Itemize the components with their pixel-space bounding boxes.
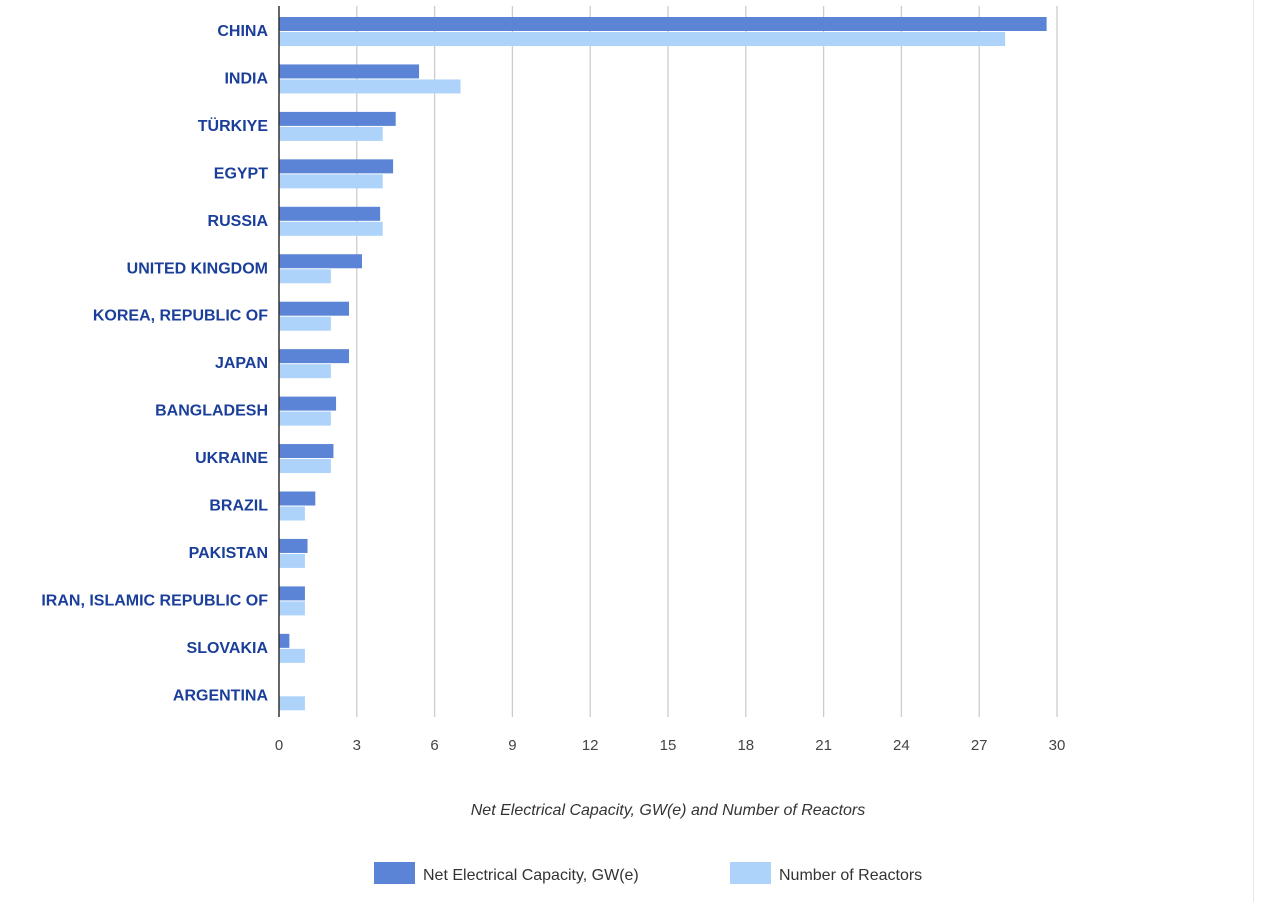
bar-number-of-reactors (279, 269, 331, 284)
category-label: INDIA (224, 70, 268, 87)
x-tick-label: 9 (508, 737, 516, 754)
category-label: SLOVAKIA (187, 640, 269, 657)
bar-net-electrical-capacity (279, 444, 334, 459)
category-label: CHINA (217, 23, 268, 40)
legend-label: Net Electrical Capacity, GW(e) (423, 867, 639, 884)
category-label: KOREA, REPUBLIC OF (93, 308, 268, 325)
bar-net-electrical-capacity (279, 159, 394, 174)
category-label: UKRAINE (195, 450, 268, 467)
legend-swatch (730, 862, 771, 884)
x-tick-label: 24 (893, 737, 910, 754)
category-label: EGYPT (214, 165, 268, 182)
x-tick-label: 0 (275, 737, 283, 754)
bar-number-of-reactors (279, 411, 331, 426)
category-label: PAKISTAN (189, 545, 268, 562)
category-label: BRAZIL (209, 498, 268, 515)
category-labels: CHINA INDIA TÜRKIYE EGYPT RUSSIA UNITED KINGD… (41, 23, 268, 704)
bars (279, 17, 1047, 711)
bar-number-of-reactors (279, 364, 331, 379)
bar-net-electrical-capacity (279, 64, 420, 79)
bar-net-electrical-capacity (279, 586, 305, 601)
bar-net-electrical-capacity (279, 111, 396, 126)
x-tick-labels: 0 3 6 9 12 15 18 21 24 27 30 (275, 737, 1066, 754)
legend: Net Electrical Capacity, GW(e) Number of … (374, 862, 922, 884)
bar-net-electrical-capacity (279, 349, 350, 364)
x-tick-label: 18 (737, 737, 754, 754)
category-label: JAPAN (215, 355, 268, 372)
bar-number-of-reactors (279, 79, 461, 94)
category-label: TÜRKIYE (198, 116, 269, 135)
bar-net-electrical-capacity (279, 396, 337, 411)
x-axis-title: Net Electrical Capacity, GW(e) and Numbe… (471, 802, 866, 819)
bar-number-of-reactors (279, 696, 305, 711)
x-tick-label: 12 (582, 737, 599, 754)
bar-number-of-reactors (279, 126, 383, 141)
bar-net-electrical-capacity (279, 17, 1047, 31)
category-label: RUSSIA (208, 213, 269, 230)
bar-number-of-reactors (279, 32, 1006, 46)
bar-number-of-reactors (279, 174, 383, 189)
legend-swatch (374, 862, 415, 884)
bar-number-of-reactors (279, 553, 305, 568)
x-tick-label: 27 (971, 737, 988, 754)
legend-label: Number of Reactors (779, 867, 922, 884)
x-tick-label: 15 (660, 737, 677, 754)
category-label: ARGENTINA (173, 687, 269, 704)
category-label: IRAN, ISLAMIC REPUBLIC OF (41, 592, 268, 609)
bar-net-electrical-capacity (279, 491, 316, 506)
x-tick-label: 3 (353, 737, 361, 754)
bar-net-electrical-capacity (279, 206, 381, 221)
category-label: BANGLADESH (155, 403, 268, 420)
x-tick-label: 6 (430, 737, 438, 754)
page-divider (1253, 0, 1254, 902)
bar-net-electrical-capacity (279, 633, 290, 648)
bar-net-electrical-capacity (279, 254, 362, 269)
x-tick-label: 30 (1049, 737, 1066, 754)
bar-number-of-reactors (279, 221, 383, 236)
bar-number-of-reactors (279, 648, 305, 663)
gridlines (356, 6, 1058, 717)
bar-net-electrical-capacity (279, 301, 350, 316)
bar-net-electrical-capacity (279, 538, 308, 553)
x-tick-label: 21 (815, 737, 832, 754)
bar-number-of-reactors (279, 316, 331, 331)
bar-number-of-reactors (279, 601, 305, 616)
bar-number-of-reactors (279, 506, 305, 521)
category-label: UNITED KINGDOM (127, 260, 268, 277)
bar-number-of-reactors (279, 459, 331, 474)
